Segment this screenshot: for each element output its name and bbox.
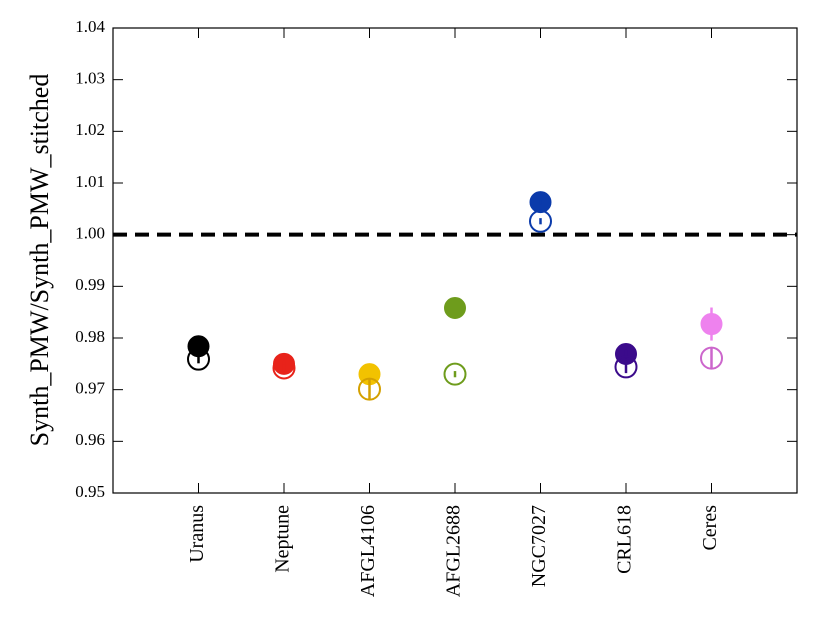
open-marker <box>614 355 638 379</box>
x-tick-label: AFGL4106 <box>357 505 379 597</box>
x-tick-label: CRL618 <box>614 505 636 574</box>
x-tick-label: NGC7027 <box>528 505 550 587</box>
y-tick-label: 1.02 <box>75 120 105 139</box>
open-marker <box>443 362 467 386</box>
y-tick-label: 0.98 <box>75 327 105 346</box>
open-marker <box>187 347 210 371</box>
y-tick-label: 0.97 <box>75 379 105 398</box>
plot-frame <box>112 27 798 494</box>
y-tick-label: 0.95 <box>75 482 105 501</box>
y-tick-label: 0.96 <box>75 430 105 449</box>
open-marker <box>272 356 296 380</box>
y-tick-label: 1.01 <box>75 172 105 191</box>
y-tick-label: 1.00 <box>75 224 105 243</box>
y-tick-label: 1.04 <box>75 17 105 36</box>
x-tick-label: AFGL2688 <box>443 505 465 597</box>
y-tick-label: 1.03 <box>75 69 105 88</box>
open-marker <box>358 377 381 401</box>
x-tick-label: Neptune <box>272 505 294 573</box>
x-tick-label: Ceres <box>699 505 721 551</box>
x-tick-label: Uranus <box>186 505 208 563</box>
open-marker <box>529 209 552 233</box>
y-axis-label: Synth_PMW/Synth_PMW_stitched <box>25 74 54 447</box>
y-tick-label: 0.99 <box>75 275 105 294</box>
